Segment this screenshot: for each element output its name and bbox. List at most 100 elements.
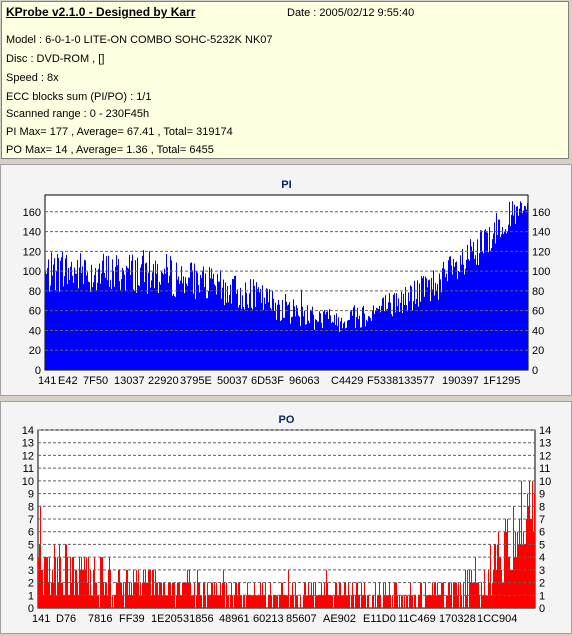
x-tick-label: 141 <box>32 613 50 625</box>
bar <box>506 531 507 608</box>
bar <box>518 215 519 370</box>
bar <box>273 298 274 370</box>
bar <box>43 595 44 608</box>
pi-stats-line: PI Max= 177 , Average= 67.41 , Total= 31… <box>6 126 233 138</box>
y-tick-label-right: 14 <box>539 425 551 437</box>
bar <box>295 316 296 370</box>
bar <box>225 282 226 370</box>
bar <box>356 582 357 608</box>
bar <box>83 283 84 370</box>
app-title: KProbe v2.1.0 - Designed by Karr <box>6 5 196 19</box>
bar <box>503 234 504 370</box>
bar <box>151 595 152 608</box>
bar <box>511 569 512 608</box>
bar <box>471 569 472 608</box>
bar <box>63 595 64 608</box>
bar <box>391 314 392 370</box>
bar <box>387 308 388 370</box>
x-tick-label: 13037 <box>114 375 145 387</box>
bar <box>263 595 264 608</box>
bar <box>419 283 420 370</box>
bar <box>153 263 154 370</box>
bar <box>98 595 99 608</box>
bar <box>259 292 260 370</box>
bar <box>205 595 206 608</box>
bar <box>147 293 148 370</box>
bar <box>365 326 366 370</box>
bar <box>418 306 419 370</box>
bar <box>85 260 86 370</box>
bar <box>219 595 220 608</box>
bar <box>371 320 372 370</box>
bar <box>246 292 247 370</box>
bar <box>354 305 355 370</box>
bar <box>338 317 339 370</box>
bar <box>492 239 493 370</box>
bar <box>342 595 343 608</box>
bar <box>223 279 224 370</box>
bar <box>202 270 203 370</box>
bar <box>392 595 393 608</box>
bar <box>143 250 144 370</box>
bar <box>46 273 47 370</box>
bar <box>240 287 241 370</box>
bar <box>313 314 314 370</box>
bar <box>392 316 393 370</box>
bar <box>64 595 65 608</box>
bar <box>525 206 526 370</box>
bar <box>141 264 142 370</box>
bar <box>524 205 525 370</box>
bar <box>453 258 454 370</box>
bar <box>370 318 371 370</box>
bar <box>243 306 244 370</box>
bar <box>268 302 269 370</box>
bar <box>176 262 177 370</box>
bar <box>502 227 503 370</box>
bar <box>130 595 131 608</box>
bar <box>421 582 422 608</box>
bar <box>363 305 364 370</box>
bar <box>481 582 482 608</box>
bar <box>378 308 379 370</box>
y-tick-label-left: 40 <box>29 325 41 337</box>
bar <box>359 315 360 370</box>
bar <box>278 300 279 370</box>
bar <box>69 595 70 608</box>
bar <box>62 582 63 608</box>
bar <box>126 569 127 608</box>
bar <box>160 284 161 370</box>
bar <box>247 582 248 608</box>
bar <box>133 569 134 608</box>
bar <box>320 313 321 370</box>
bar <box>399 595 400 608</box>
bar <box>78 595 79 608</box>
y-tick-label-right: 9 <box>539 489 545 501</box>
bar <box>190 263 191 370</box>
bar <box>358 595 359 608</box>
bar <box>408 292 409 370</box>
bar <box>158 595 159 608</box>
y-tick-label-right: 60 <box>532 306 544 318</box>
bar <box>476 264 477 370</box>
bar <box>300 325 301 370</box>
bar <box>137 582 138 608</box>
bar <box>77 259 78 370</box>
bar <box>336 313 337 370</box>
bar <box>329 595 330 608</box>
bar <box>511 214 512 370</box>
bar <box>284 595 285 608</box>
bar <box>482 595 483 608</box>
bar <box>323 595 324 608</box>
bar <box>83 569 84 608</box>
bar <box>264 297 265 370</box>
bar <box>447 281 448 370</box>
bar <box>414 280 415 370</box>
bar <box>325 595 326 608</box>
bar <box>149 251 150 370</box>
bar <box>181 266 182 370</box>
y-tick-label-right: 160 <box>532 207 550 219</box>
bar <box>430 595 431 608</box>
bar <box>289 302 290 370</box>
bar <box>250 279 251 370</box>
bar <box>415 595 416 608</box>
